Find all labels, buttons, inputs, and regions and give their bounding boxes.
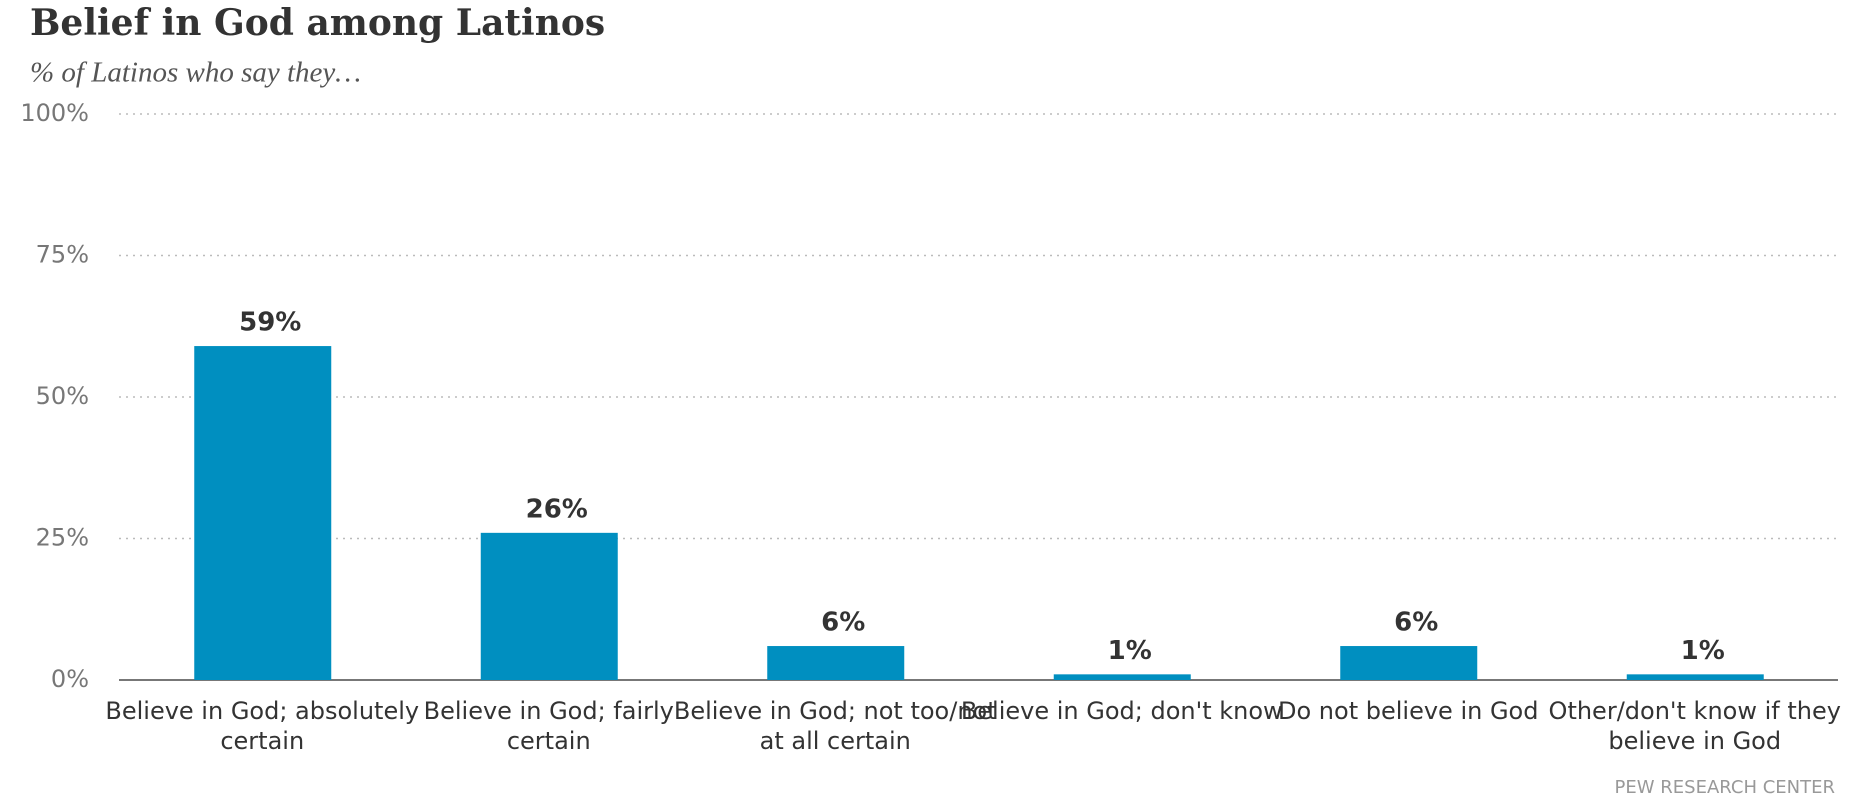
y-tick-label: 50% — [36, 382, 89, 410]
bar — [1626, 674, 1764, 680]
x-tick-label: Believe in God; absolutely certain — [105, 697, 420, 755]
y-tick-label: 100% — [20, 99, 89, 127]
x-tick-label: Do not believe in God — [1278, 697, 1539, 725]
chart-title: Belief in God among Latinos — [30, 2, 605, 44]
bar — [194, 346, 332, 680]
value-label: 26% — [526, 494, 588, 524]
value-label: 6% — [1394, 608, 1438, 638]
value-label: 6% — [821, 608, 865, 638]
value-label: 59% — [239, 308, 301, 338]
bar — [480, 532, 618, 680]
y-tick-label: 0% — [51, 665, 89, 693]
x-tick-label: Believe in God; don't know — [960, 697, 1283, 725]
y-tick-label: 25% — [36, 524, 89, 552]
chart-subtitle: % of Latinos who say they… — [30, 57, 361, 89]
source: PEW RESEARCH CENTER — [1615, 777, 1835, 798]
x-tick-label: Believe in God; fairly certain — [423, 697, 674, 755]
x-tick-label: Believe in God; not too/not at all certa… — [673, 697, 997, 755]
bar — [1340, 646, 1478, 680]
value-label: 1% — [1108, 636, 1152, 666]
x-tick-label: Other/don't know if they believe in God — [1548, 697, 1841, 755]
bar — [1053, 674, 1191, 680]
value-label: 1% — [1681, 636, 1725, 666]
y-tick-label: 75% — [36, 241, 89, 269]
bar — [767, 646, 905, 680]
